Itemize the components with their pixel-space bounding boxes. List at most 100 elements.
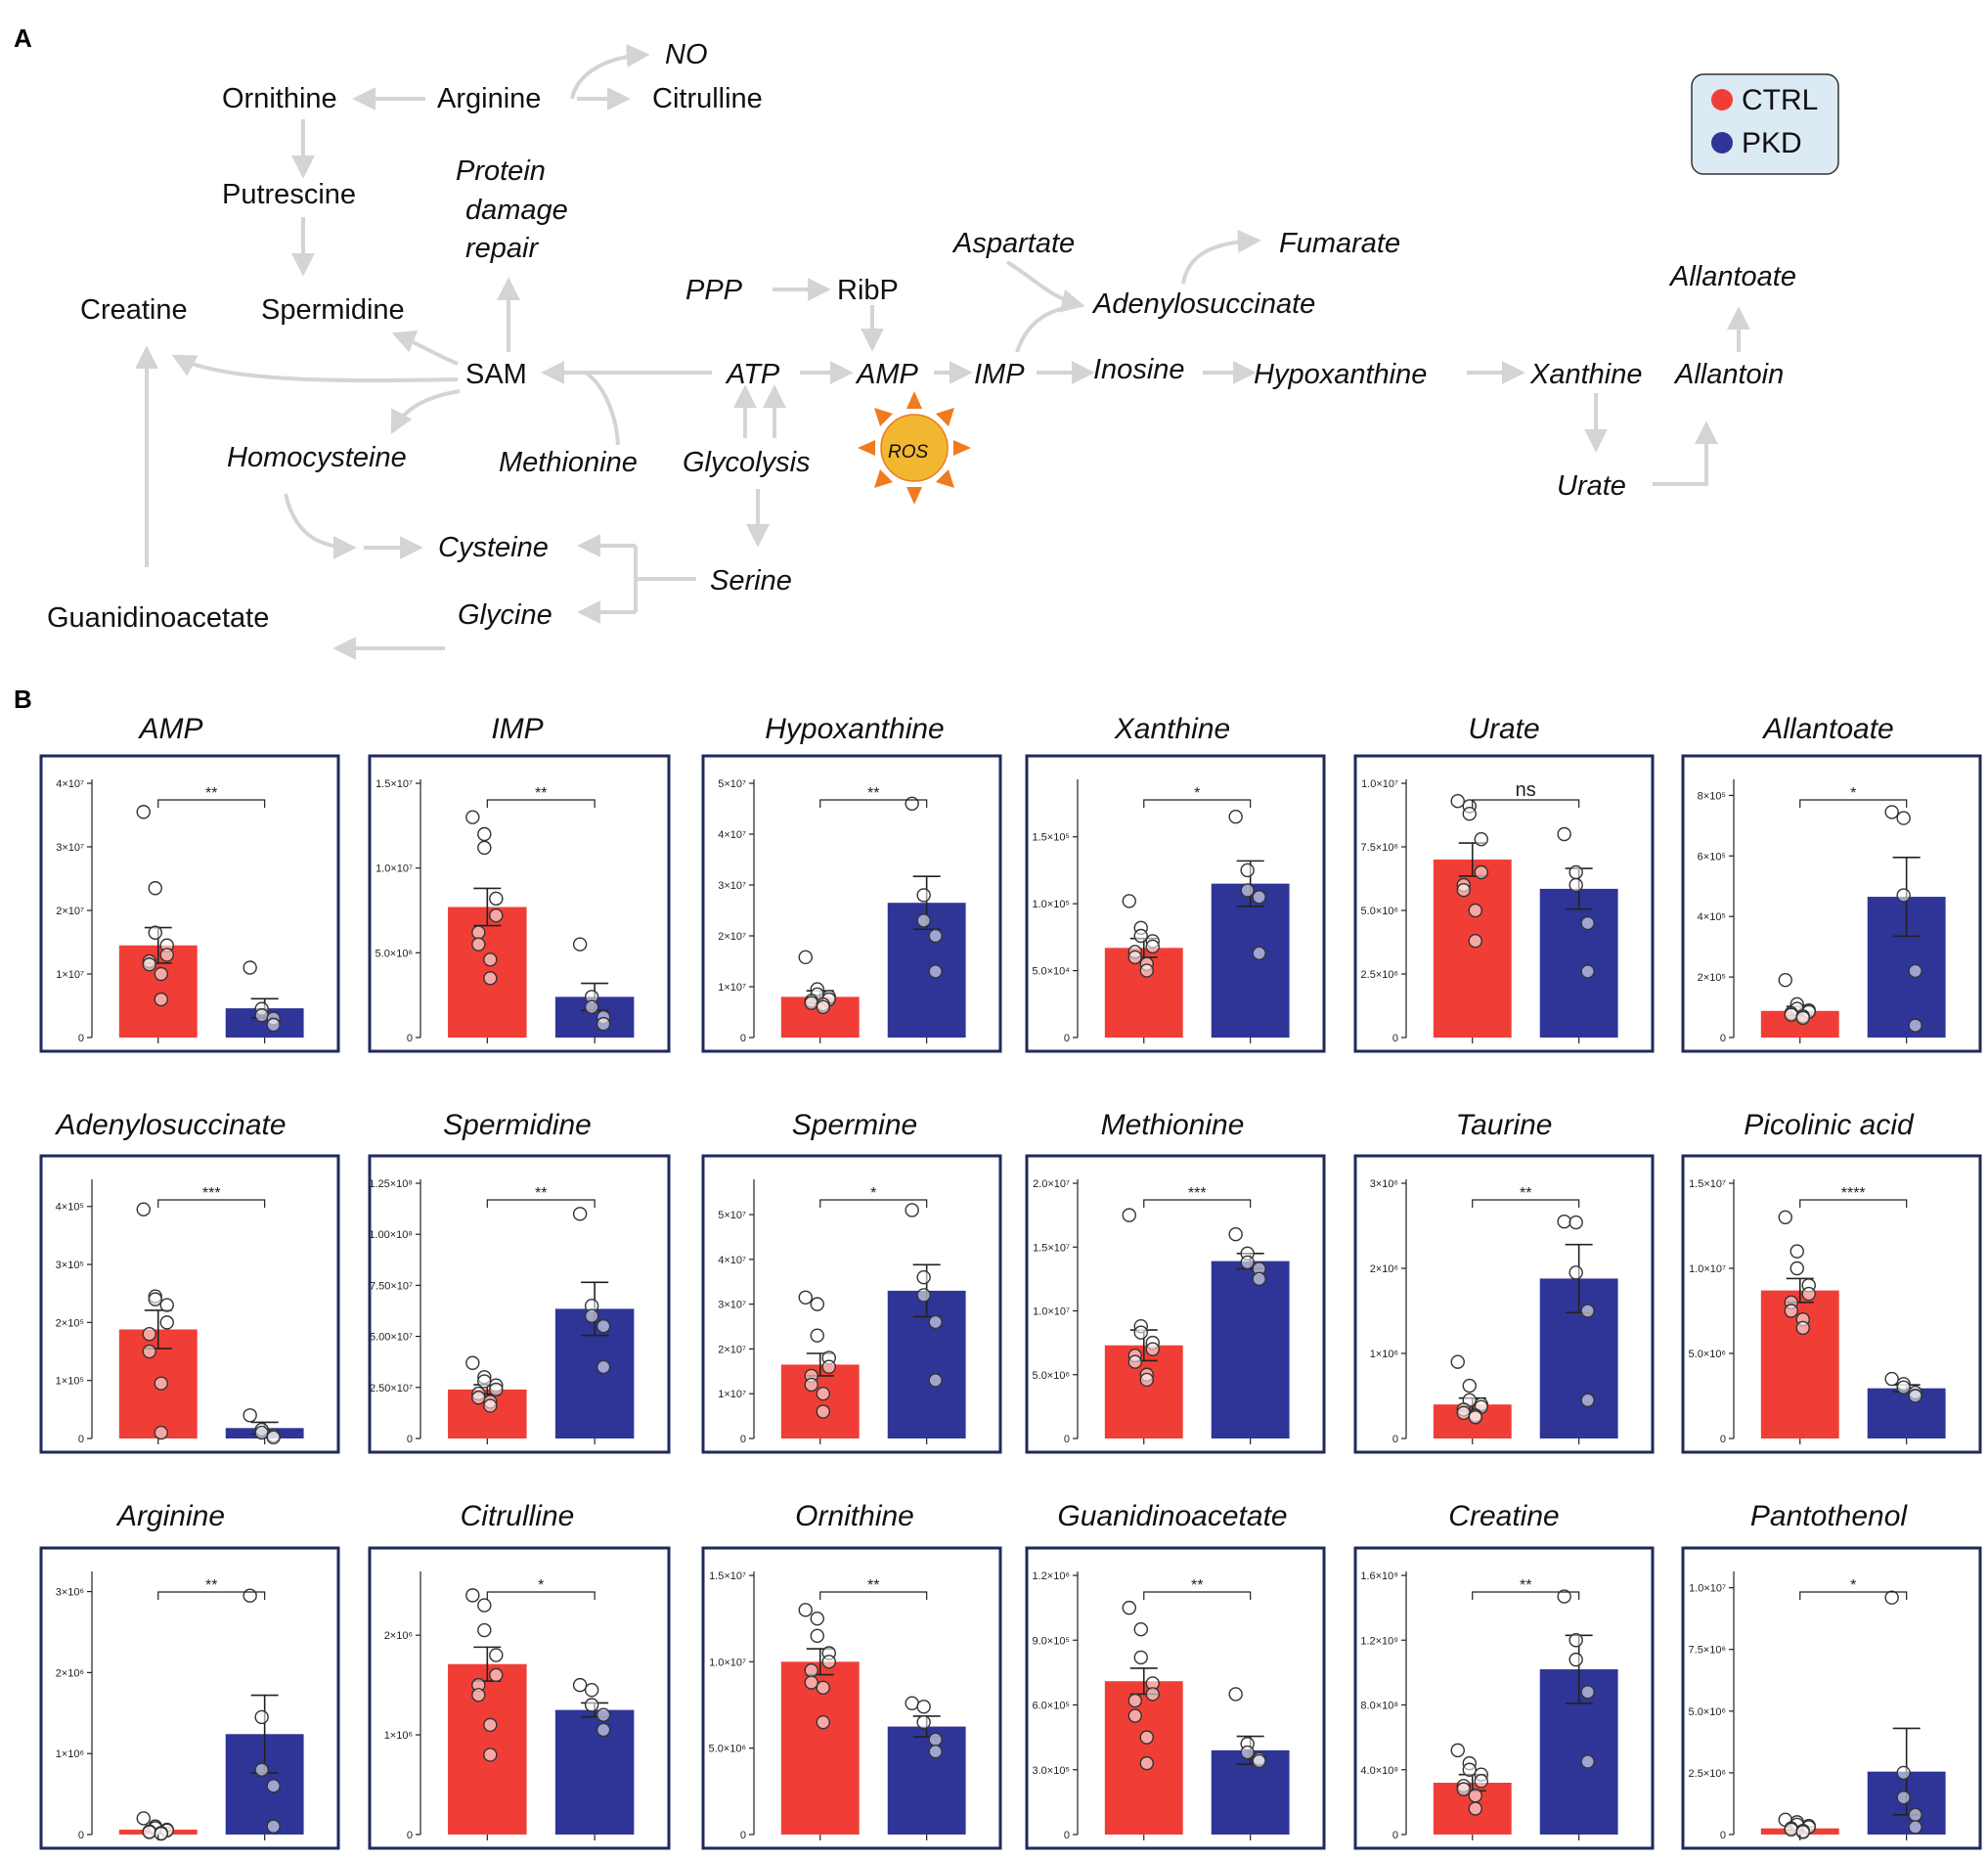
data-point <box>1456 1405 1471 1421</box>
data-point <box>154 1826 168 1841</box>
data-point <box>465 810 480 824</box>
significance-label: ** <box>535 1185 547 1202</box>
bar-pkd <box>554 1308 635 1438</box>
y-tick-label: 4×10⁵ <box>56 1202 84 1214</box>
bar-ctrl <box>448 907 527 1038</box>
y-tick-label: 1.25×10⁸ <box>369 1178 413 1190</box>
significance-bracket <box>1799 1199 1908 1208</box>
data-point <box>1908 1018 1922 1033</box>
y-tick-label: 0 <box>407 1434 413 1445</box>
significance-label: *** <box>202 1185 221 1202</box>
bar-pkd <box>1867 897 1946 1038</box>
ros-icon <box>858 391 971 505</box>
data-point <box>142 953 156 969</box>
data-point <box>1580 1393 1595 1408</box>
y-tick-label: 6.0×10⁵ <box>1032 1701 1070 1712</box>
arrow-sam-spermidine <box>391 330 459 366</box>
data-point <box>1789 1261 1804 1276</box>
arrow-aspartate-adenylosuccinate <box>1005 260 1085 313</box>
significance-bracket <box>486 1591 596 1600</box>
data-point <box>1580 1685 1595 1700</box>
y-tick-label: 1.0×10⁷ <box>1689 1583 1726 1595</box>
bar-pkd <box>225 1008 304 1038</box>
node-serine: Serine <box>710 565 792 597</box>
node-amp: AMP <box>855 359 919 390</box>
data-point <box>148 881 162 896</box>
data-point <box>928 1373 943 1388</box>
data-point <box>477 1370 492 1385</box>
data-point <box>1784 1295 1798 1310</box>
data-point <box>1456 877 1471 893</box>
bar-pkd <box>1867 1771 1946 1835</box>
y-tick-label: 1.0×10⁷ <box>709 1657 746 1668</box>
y-tick-label: 1.5×10⁷ <box>1033 1242 1070 1254</box>
y-tick-label: 6×10⁵ <box>1698 851 1726 863</box>
data-point <box>1462 1762 1477 1777</box>
y-tick-label: 1.00×10⁸ <box>369 1229 413 1241</box>
data-point <box>1240 1745 1255 1760</box>
data-point <box>136 1811 151 1826</box>
data-point <box>916 913 931 928</box>
significance-label: *** <box>1188 1185 1207 1202</box>
data-point <box>465 1588 480 1603</box>
data-point <box>159 948 174 962</box>
data-point <box>1801 1818 1816 1834</box>
node-homocysteine: Homocysteine <box>227 442 407 473</box>
data-point <box>916 888 931 903</box>
data-point <box>1795 1010 1810 1026</box>
arrow-imp-adenylosuccinate <box>1015 303 1082 353</box>
data-point <box>798 950 813 965</box>
bar-pkd <box>887 1726 966 1835</box>
data-point <box>821 992 836 1007</box>
data-point <box>1557 826 1571 842</box>
legend-ctrl-marker <box>1711 89 1733 111</box>
bar-ctrl <box>1760 1828 1839 1835</box>
data-point <box>1252 946 1266 960</box>
y-tick-label: 2.5×10⁶ <box>1689 1768 1726 1780</box>
data-point <box>489 1378 504 1393</box>
y-tick-label: 3×10⁷ <box>718 880 746 892</box>
data-point <box>489 1382 504 1397</box>
y-tick-label: 5.0×10⁶ <box>709 1744 746 1755</box>
data-point <box>1468 934 1482 949</box>
significance-label: * <box>538 1577 544 1594</box>
node-no: NO <box>665 39 708 70</box>
data-point <box>816 996 830 1012</box>
data-point <box>136 805 151 819</box>
data-point <box>254 1762 269 1777</box>
chart-adenylosuccinate: Adenylosuccinate 0 1×10⁵ 2×10⁵ 3×10⁵ 4×10⁵ *** <box>39 1109 340 1454</box>
data-point <box>928 1732 943 1747</box>
significance-label: **** <box>1841 1185 1866 1202</box>
data-point <box>477 826 492 842</box>
data-point <box>905 1203 919 1217</box>
data-point <box>596 1722 611 1738</box>
data-point <box>1896 888 1911 903</box>
bar-ctrl <box>1104 948 1183 1038</box>
node-sam: SAM <box>465 359 527 390</box>
data-point <box>810 1611 824 1626</box>
node-allantoin: Allantoin <box>1673 359 1784 390</box>
data-point <box>1127 950 1142 965</box>
y-tick-label: 0 <box>740 1830 746 1841</box>
data-point <box>1795 1825 1810 1839</box>
y-tick-label: 5.0×10⁶ <box>1033 1370 1070 1382</box>
data-point <box>266 1779 281 1793</box>
bar-pkd <box>1539 1278 1618 1438</box>
significance-label: * <box>870 1185 876 1202</box>
chart-methionine: Methionine 0 5.0×10⁶ 1.0×10⁷ 1.5×10⁷ 2.0×10⁷ *… <box>1025 1109 1326 1454</box>
y-tick-label: 1.0×10⁷ <box>376 863 413 875</box>
significance-label: ** <box>867 1577 879 1594</box>
bar-ctrl <box>1760 1010 1839 1038</box>
data-point <box>1908 963 1922 979</box>
data-point <box>804 1675 818 1690</box>
data-point <box>1474 864 1488 880</box>
bar-ctrl <box>1104 1681 1183 1835</box>
data-point <box>1801 1004 1816 1019</box>
chart-frame <box>368 1154 671 1454</box>
y-tick-label: 1.0×10⁵ <box>1032 899 1070 910</box>
data-point <box>1795 1009 1810 1024</box>
chart-frame <box>701 1546 1002 1850</box>
data-point <box>483 1717 498 1733</box>
data-point <box>810 1328 824 1343</box>
chart-title: Guanidinoacetate <box>1057 1500 1287 1532</box>
